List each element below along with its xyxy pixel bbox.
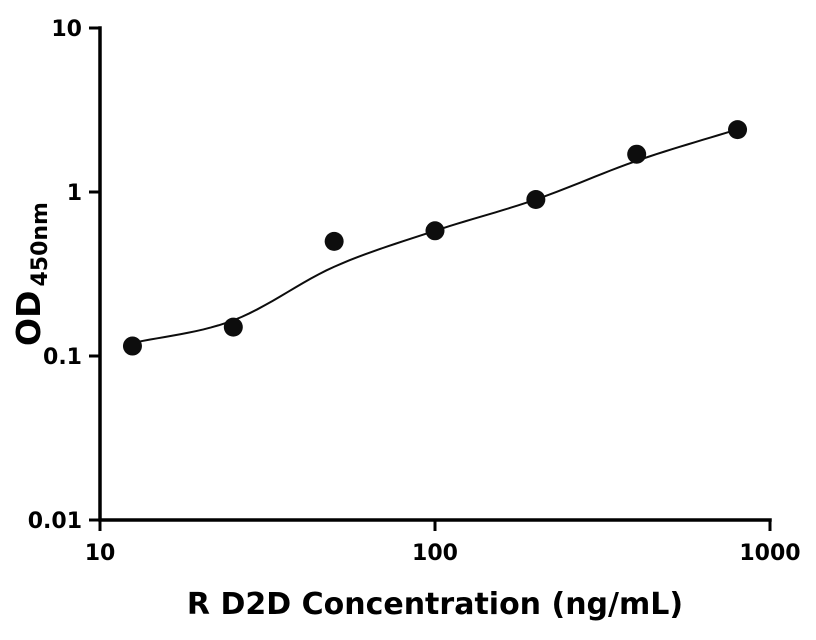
- y-tick-label: 0.01: [28, 509, 82, 534]
- y-axis-title-subscript: 450nm: [28, 202, 53, 287]
- axis-spines: [98, 26, 772, 522]
- data-point: [627, 144, 647, 164]
- data-point: [728, 120, 748, 140]
- data-point: [223, 317, 243, 337]
- x-axis-title: R D2D Concentration (ng/mL): [187, 587, 683, 622]
- data-point: [122, 336, 142, 356]
- y-tick-label: 1: [67, 181, 82, 206]
- y-tick-label: 10: [51, 17, 82, 42]
- data-point: [425, 221, 445, 241]
- x-tick-label: 100: [412, 541, 458, 566]
- y-axis-title-main: OD: [9, 291, 48, 346]
- y-tick-label: 0.1: [43, 345, 82, 370]
- x-tick-label: 10: [85, 541, 116, 566]
- data-point: [324, 231, 344, 251]
- y-axis-title: OD 450nm: [9, 202, 53, 346]
- x-tick-label: 1000: [739, 541, 800, 566]
- data-point: [526, 190, 546, 209]
- plot-area: 10 100 1000 0.01 0.1 1 10: [28, 17, 801, 566]
